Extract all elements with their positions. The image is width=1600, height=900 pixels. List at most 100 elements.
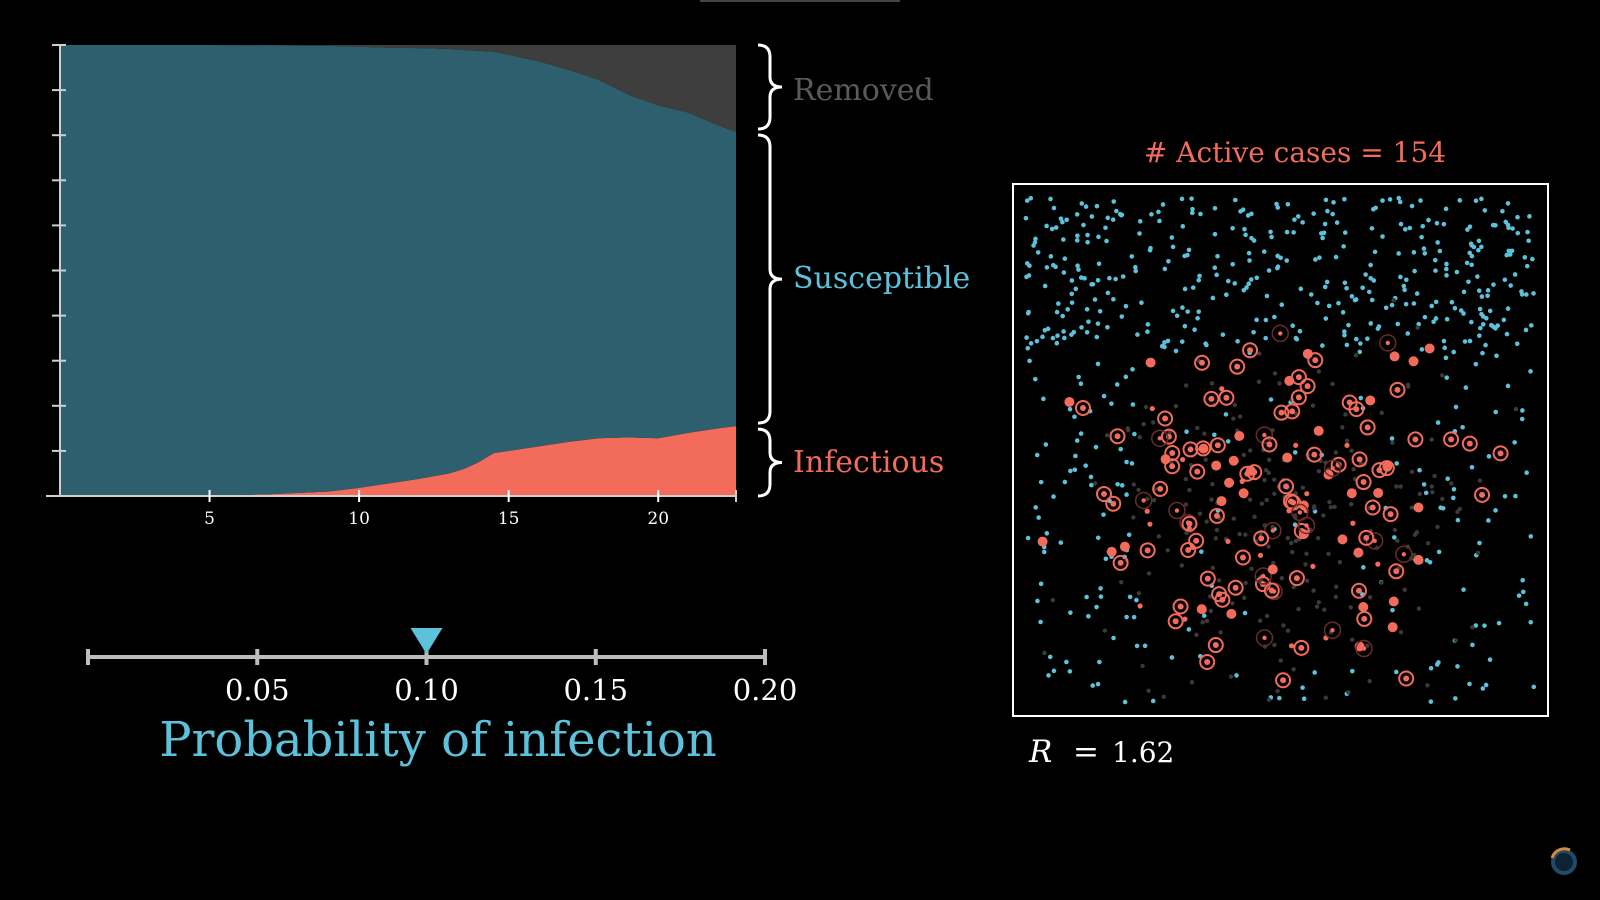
susceptible-point: [1041, 549, 1047, 555]
infectious-point: [1225, 538, 1231, 544]
susceptible-point: [1169, 235, 1175, 240]
susceptible-point: [1434, 220, 1440, 226]
susceptible-point: [1380, 198, 1385, 203]
susceptible-point: [1523, 601, 1529, 607]
susceptible-point: [1404, 277, 1409, 283]
susceptible-point: [1079, 325, 1084, 330]
susceptible-point: [1101, 393, 1107, 399]
infectious-point: [1388, 596, 1399, 607]
susceptible-point: [1058, 540, 1064, 545]
susceptible-point: [1311, 211, 1316, 216]
susceptible-point: [1051, 668, 1057, 674]
susceptible-point: [1393, 669, 1399, 675]
susceptible-point: [1067, 406, 1073, 412]
removed-point: [1457, 506, 1463, 512]
susceptible-point: [1024, 335, 1029, 340]
removed-point: [1425, 540, 1431, 546]
infectious-point: [1224, 477, 1235, 488]
removed-point: [1311, 588, 1316, 593]
susceptible-point: [1118, 212, 1124, 218]
susceptible-point: [1442, 345, 1448, 351]
infectious-ring: [1199, 654, 1216, 671]
r-equals: =: [1073, 734, 1099, 770]
infectious-ring: [1172, 598, 1189, 615]
infectious-ring-faint: [1255, 629, 1274, 647]
probability-slider[interactable]: 0.05 0.10 0.15 0.20: [86, 628, 798, 707]
susceptible-point: [1372, 249, 1378, 255]
susceptible-point: [1520, 589, 1526, 595]
susceptible-point: [1487, 308, 1493, 314]
infectious-point: [1268, 587, 1275, 594]
infectious-point: [1385, 340, 1391, 346]
infectious-ring: [1188, 532, 1205, 549]
removed-point: [1303, 562, 1308, 567]
susceptible-point: [1049, 226, 1055, 232]
susceptible-point: [1444, 273, 1449, 278]
susceptible-point: [1078, 431, 1084, 436]
susceptible-point: [1034, 452, 1040, 458]
susceptible-point: [1189, 196, 1194, 201]
susceptible-point: [1326, 303, 1332, 309]
susceptible-point: [1170, 308, 1176, 314]
susceptible-point: [1069, 300, 1075, 305]
susceptible-point: [1025, 345, 1031, 351]
removed-point: [1145, 496, 1150, 502]
slider-tick-label: 0.05: [225, 673, 290, 707]
infectious-point: [1262, 635, 1267, 641]
infectious-point: [1293, 442, 1299, 448]
slider-tick-label: 0.20: [733, 673, 798, 707]
susceptible-point: [1028, 341, 1034, 346]
infectious-point: [1144, 508, 1150, 514]
susceptible-point: [1308, 292, 1314, 297]
susceptible-point: [1170, 244, 1176, 250]
susceptible-point: [1375, 326, 1381, 331]
infectious-ring: [1299, 378, 1316, 395]
removed-point: [1316, 469, 1321, 474]
removed-point: [1430, 490, 1435, 495]
infectious-point: [1213, 512, 1220, 519]
removed-point: [1513, 406, 1519, 412]
susceptible-point: [1215, 253, 1220, 259]
susceptible-point: [1166, 258, 1171, 264]
infectious-ring: [1388, 563, 1405, 580]
susceptible-point: [1433, 316, 1439, 321]
susceptible-point: [1506, 248, 1512, 254]
susceptible-point: [1433, 299, 1439, 305]
infectious-point: [1283, 483, 1290, 490]
removed-point: [1340, 425, 1345, 430]
susceptible-point: [1473, 198, 1479, 204]
susceptible-point: [1493, 222, 1498, 228]
susceptible-point: [1096, 261, 1102, 267]
infectious-ring: [1474, 486, 1491, 503]
removed-point: [1173, 403, 1179, 409]
susceptible-point: [1422, 314, 1428, 320]
susceptible-point: [1290, 323, 1296, 328]
infectious-ring: [1263, 582, 1280, 599]
area-removed: [60, 45, 736, 133]
susceptible-point: [1291, 230, 1296, 235]
susceptible-point: [1344, 285, 1349, 291]
infectious-point: [1234, 431, 1245, 442]
removed-point: [1197, 511, 1203, 516]
removed-point: [1231, 516, 1237, 521]
susceptible-point: [1050, 335, 1056, 341]
infectious-point: [1466, 440, 1473, 447]
removed-point: [1183, 502, 1189, 507]
susceptible-point: [1061, 237, 1066, 242]
susceptible-point: [1174, 313, 1180, 319]
susceptible-point: [1185, 309, 1190, 314]
slider-handle[interactable]: [410, 628, 443, 654]
susceptible-point: [1095, 321, 1101, 326]
infectious-point: [1289, 408, 1296, 415]
susceptible-point: [1392, 535, 1397, 540]
infectious-point: [1182, 616, 1188, 622]
infectious-ring: [1389, 381, 1406, 398]
infectious-point: [1149, 405, 1155, 412]
susceptible-point: [1336, 300, 1341, 306]
susceptible-point: [1431, 319, 1436, 325]
infectious-ring: [1203, 390, 1220, 407]
susceptible-point: [1402, 227, 1408, 232]
susceptible-point: [1460, 424, 1465, 430]
susceptible-point: [1083, 204, 1089, 209]
infectious-point: [1297, 510, 1303, 515]
